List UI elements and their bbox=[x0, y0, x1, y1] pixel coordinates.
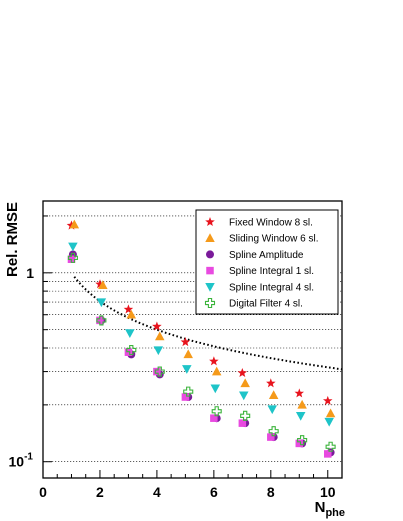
point-s4-2 bbox=[125, 329, 135, 339]
legend-box bbox=[195, 209, 339, 315]
reference-curve bbox=[73, 276, 343, 371]
point-s5-8 bbox=[297, 435, 308, 446]
point-s4-1 bbox=[96, 298, 107, 308]
point-s1-3 bbox=[155, 331, 165, 341]
series-layer bbox=[66, 219, 336, 458]
point-s5-1 bbox=[96, 315, 107, 326]
point-s5-0 bbox=[67, 252, 78, 263]
x-tick-label-4: 8 bbox=[267, 484, 275, 500]
point-s0-9 bbox=[323, 395, 333, 405]
point-s1-1 bbox=[98, 280, 108, 289]
point-s1-7 bbox=[268, 390, 279, 399]
x-tick-label-1: 2 bbox=[96, 484, 104, 500]
legend-marker-0 bbox=[205, 217, 215, 226]
legend-label-2: Spline Amplitude bbox=[229, 250, 304, 261]
series-1 bbox=[69, 219, 336, 418]
point-s0-8 bbox=[294, 388, 304, 398]
legend-marker-2 bbox=[206, 250, 214, 259]
point-s4-8 bbox=[295, 412, 306, 421]
point-s0-7 bbox=[266, 378, 276, 388]
legend-label-3: Spline Integral 1 sl. bbox=[229, 266, 314, 277]
point-s4-5 bbox=[210, 384, 221, 394]
y-axis-title: Rel. RMSE bbox=[4, 202, 21, 277]
y-tick-label-1: 10-1 bbox=[9, 452, 34, 470]
series-4 bbox=[68, 242, 334, 427]
legend-label-5: Digital Filter 4 sl. bbox=[229, 299, 303, 310]
point-s1-2 bbox=[126, 309, 137, 319]
point-s5-2 bbox=[126, 345, 137, 356]
point-s4-4 bbox=[182, 365, 192, 374]
x-tick-label-5: 10 bbox=[320, 484, 336, 500]
x-tick-label-3: 6 bbox=[210, 484, 218, 500]
point-s5-9 bbox=[325, 441, 336, 452]
point-s0-6 bbox=[237, 368, 248, 377]
point-s0-5 bbox=[209, 356, 219, 366]
point-s1-9 bbox=[325, 408, 336, 418]
point-s4-7 bbox=[267, 405, 277, 415]
point-s5-7 bbox=[268, 426, 279, 437]
point-s1-5 bbox=[211, 366, 222, 376]
x-axis-title: Nphe bbox=[315, 499, 345, 519]
legend-label-1: Sliding Window 6 sl. bbox=[229, 234, 318, 245]
legend-label-0: Fixed Window 8 sl. bbox=[229, 218, 313, 229]
legend-marker-4 bbox=[205, 283, 215, 292]
point-s3-5 bbox=[210, 414, 218, 422]
point-s5-5 bbox=[211, 406, 222, 417]
x-tick-label-2: 4 bbox=[153, 484, 161, 500]
legend-marker-5 bbox=[204, 297, 216, 309]
point-s3-8 bbox=[295, 439, 304, 448]
point-s0-3 bbox=[152, 321, 162, 331]
point-s3-1 bbox=[96, 316, 104, 325]
y-tick-label-exponent: -1 bbox=[24, 452, 33, 463]
point-s5-3 bbox=[154, 366, 165, 377]
point-s1-8 bbox=[297, 399, 307, 409]
reference-curve-layer bbox=[73, 276, 343, 371]
point-s3-4 bbox=[181, 393, 190, 401]
legend-label-4: Spline Integral 4 sl. bbox=[229, 282, 314, 293]
y-tick-label-0: 1 bbox=[26, 265, 34, 281]
legend: Fixed Window 8 sl. Sliding Window 6 sl. Sp… bbox=[195, 209, 339, 315]
point-s4-6 bbox=[239, 391, 249, 401]
y-tick-label-base: 10 bbox=[9, 454, 25, 470]
legend-marker-1 bbox=[205, 233, 215, 242]
point-s0-2 bbox=[123, 304, 134, 314]
point-s4-0 bbox=[68, 242, 78, 252]
point-s1-6 bbox=[240, 378, 250, 388]
point-s3-7 bbox=[267, 433, 275, 441]
point-s5-4 bbox=[183, 386, 194, 397]
point-s3-6 bbox=[238, 419, 247, 427]
x-axis-title-main: N bbox=[315, 499, 326, 516]
point-s0-4 bbox=[180, 337, 191, 347]
legend-marker-3 bbox=[206, 266, 214, 275]
point-s5-6 bbox=[240, 410, 251, 421]
x-tick-label-0: 0 bbox=[39, 484, 47, 500]
point-s3-9 bbox=[324, 450, 332, 458]
point-s3-3 bbox=[153, 367, 161, 376]
point-s4-3 bbox=[153, 346, 164, 356]
x-axis-title-subscript: phe bbox=[325, 507, 345, 519]
series-5 bbox=[67, 252, 336, 452]
point-s4-9 bbox=[324, 417, 334, 427]
point-s0-1 bbox=[95, 279, 105, 289]
point-s1-4 bbox=[183, 349, 193, 359]
plot-frame bbox=[42, 200, 343, 479]
point-s1-0 bbox=[69, 219, 80, 229]
